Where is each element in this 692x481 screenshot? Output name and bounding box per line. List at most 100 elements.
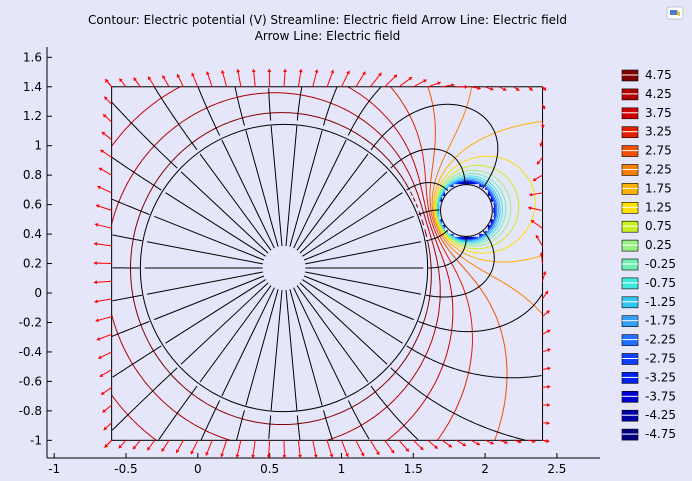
field-arrow-head (98, 167, 103, 172)
streamline (390, 367, 526, 441)
streamline (347, 400, 370, 440)
plot-title-line-2: Arrow Line: Electric field (254, 29, 401, 43)
contour-line (439, 179, 498, 241)
y-tick-label: -0.4 (19, 345, 42, 359)
streamline (111, 367, 178, 431)
streamline (296, 285, 369, 383)
legend-label: -2.75 (645, 352, 676, 366)
plot-title-line-1: Contour: Electric potential (V) Streamli… (88, 13, 567, 27)
field-arrow-head (176, 449, 180, 453)
x-tick-label: 0.5 (260, 462, 279, 476)
contour-line (433, 120, 543, 263)
field-arrow-head (101, 391, 105, 395)
streamline (158, 385, 198, 440)
field-arrow-head (176, 74, 181, 78)
field-arrow-head (393, 74, 398, 79)
legend-label: -4.75 (645, 427, 676, 441)
legend-label: 4.75 (645, 68, 672, 82)
field-arrow-head (419, 446, 424, 451)
legend-label: 0.75 (645, 219, 672, 233)
streamline (200, 400, 221, 441)
streamline (305, 271, 422, 295)
field-arrow-head (313, 454, 318, 458)
legend-label: -3.25 (645, 370, 676, 384)
field-arrow-head (251, 454, 256, 458)
streamline (270, 289, 283, 411)
field-arrow-head (546, 310, 550, 314)
field-arrow-head (528, 206, 532, 211)
field-arrow-head (105, 79, 109, 83)
field-arrow-head (546, 329, 551, 334)
field-arrow-head (205, 452, 209, 456)
field-arrow-head (345, 453, 349, 457)
field-arrow-head (329, 453, 334, 458)
field-arrow-head (547, 366, 551, 371)
streamline (112, 294, 143, 302)
field-arrow-head (283, 68, 288, 73)
streamline (303, 275, 415, 321)
y-tick-label: 0.6 (23, 198, 42, 212)
arrow-group (93, 68, 551, 459)
streamline (418, 294, 543, 333)
field-arrow-head (502, 87, 507, 91)
streamline (268, 88, 272, 121)
legend-label: -1.75 (645, 314, 676, 328)
field-arrow (326, 440, 333, 458)
streamline (370, 103, 499, 189)
field-arrow-head (529, 192, 533, 197)
field-arrow-head (532, 177, 537, 182)
domain-boundary (111, 86, 544, 441)
streamline (236, 410, 245, 441)
field-arrow-head (119, 78, 123, 83)
field-arrow-head (298, 454, 303, 459)
x-tick-label: 2.5 (547, 462, 566, 476)
contour-line (111, 86, 454, 441)
streamline (146, 271, 263, 295)
field-arrow-head (99, 373, 104, 377)
contour-line (440, 182, 495, 239)
field-arrow-head (544, 290, 549, 295)
field-arrow (268, 440, 271, 459)
streamline (165, 279, 266, 344)
streamline (270, 125, 283, 247)
y-tick-label: 0.2 (23, 257, 42, 271)
field-arrow-head (518, 439, 522, 444)
streamline (111, 101, 178, 169)
field-arrow-head (541, 105, 546, 110)
field-arrow-head (547, 348, 551, 352)
streamline (305, 241, 422, 265)
small-conductor (440, 184, 493, 237)
streamline (112, 234, 143, 242)
contour-group (111, 86, 543, 441)
streamline (347, 86, 382, 136)
field-arrow-head (346, 70, 350, 75)
streamline (296, 415, 301, 441)
y-tick-label: 0 (34, 286, 42, 300)
legend-label: 2.75 (645, 144, 672, 158)
field-arrow-head (536, 160, 541, 165)
streamline (406, 181, 449, 191)
field-arrow-head (162, 75, 166, 79)
field-arrow-head (360, 452, 365, 457)
streamline (296, 86, 303, 121)
field-arrow-head (547, 384, 551, 389)
field-arrow-head (191, 72, 195, 77)
field-arrow-head (437, 81, 441, 86)
field-arrow (252, 68, 256, 87)
field-arrow-head (104, 96, 108, 101)
contour-line (427, 86, 508, 441)
field-arrow-head (103, 114, 107, 118)
streamline (299, 282, 388, 365)
legend-label: -0.25 (645, 257, 676, 271)
legend-label: 2.25 (645, 163, 672, 177)
legend-label: 3.25 (645, 125, 672, 139)
streamline (153, 275, 265, 321)
streamline (425, 229, 449, 242)
x-tick-label: -0.5 (114, 462, 137, 476)
streamline (245, 130, 279, 247)
field-arrow (369, 72, 382, 88)
field-arrow-head (148, 76, 152, 81)
field-arrow-head (266, 455, 271, 459)
streamline (165, 192, 266, 257)
